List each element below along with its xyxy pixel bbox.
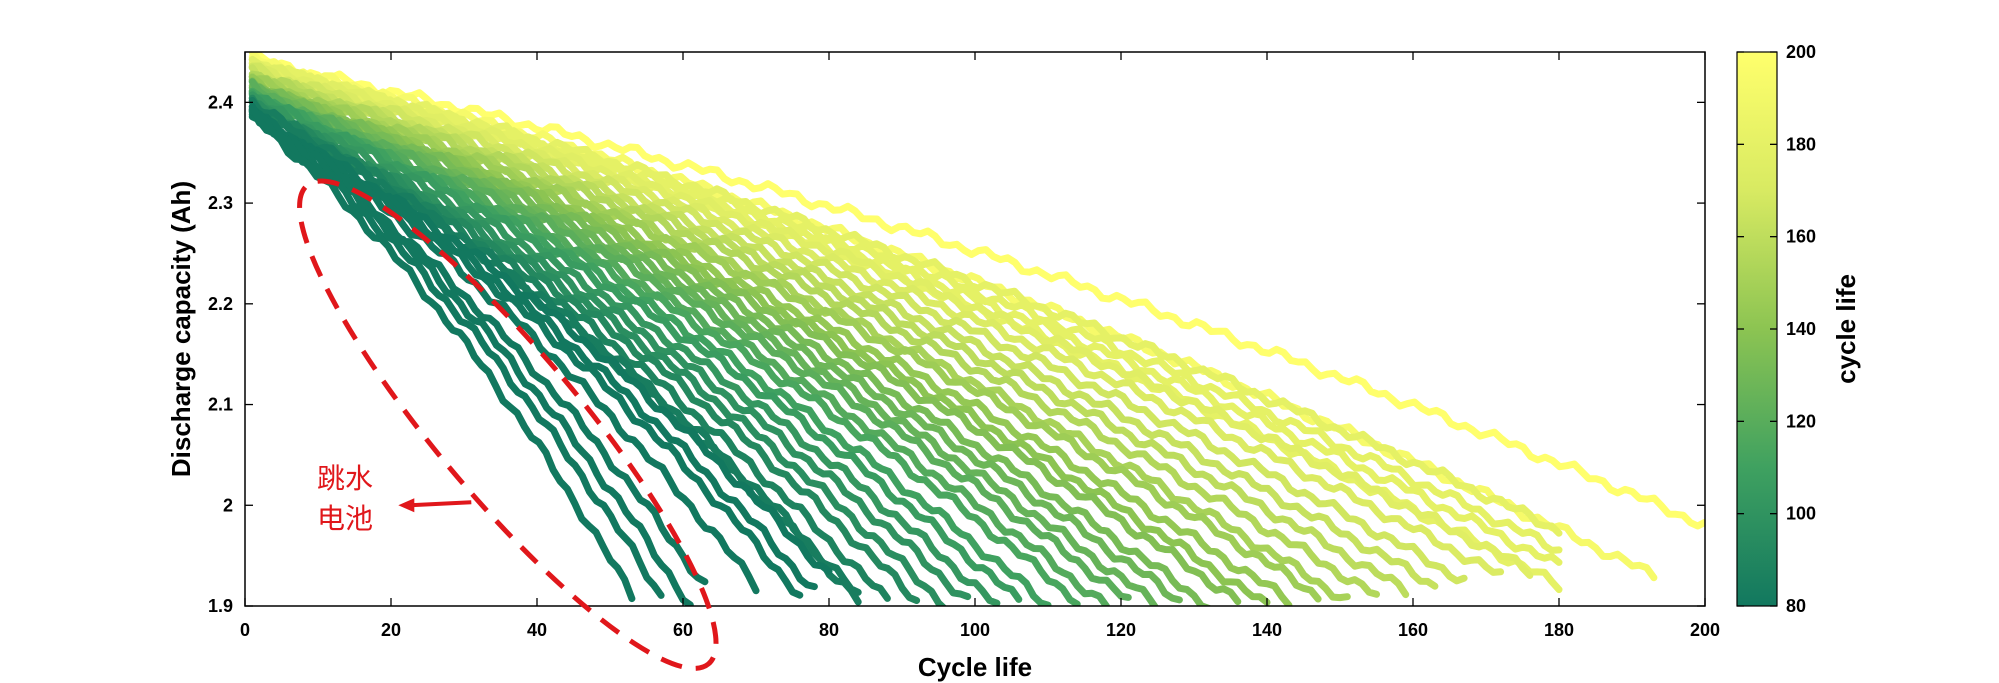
- colorbar-tick-label: 160: [1786, 227, 1816, 247]
- annotation: 跳水 电池: [297, 178, 719, 671]
- y-tick-label: 2.1: [208, 395, 233, 415]
- annotation-arrow-head: [398, 498, 415, 513]
- series-lines: [248, 52, 1705, 606]
- series-line-cell-16: [248, 94, 1023, 603]
- series-line-cell-17: [248, 89, 1052, 606]
- colorbar-tick-label: 80: [1786, 596, 1806, 616]
- y-tick-label: 2.3: [208, 193, 233, 213]
- series-line-cell-08: [248, 111, 833, 575]
- y-tick-label: 2: [223, 495, 233, 515]
- x-tick-label: 100: [960, 620, 990, 640]
- x-tick-label: 60: [673, 620, 693, 640]
- x-axis-ticks: 0 20 40 60 80 100 120 140 160 180 200: [240, 52, 1720, 640]
- y-tick-label: 1.9: [208, 596, 233, 616]
- series-line-cell-03: [248, 103, 636, 603]
- x-tick-label: 20: [381, 620, 401, 640]
- series-line-cell-18: [248, 87, 1081, 606]
- series-line-cell-23: [248, 77, 1212, 606]
- colorbar-ticks: 80 100 120 140 160 180 200: [1737, 42, 1816, 616]
- series-line-cell-34: [248, 55, 1534, 579]
- colorbar-tick-label: 200: [1786, 42, 1816, 62]
- dive-cells-ellipse: [297, 178, 719, 671]
- x-tick-label: 200: [1690, 620, 1720, 640]
- series-line-cell-32: [248, 62, 1468, 585]
- x-tick-label: 80: [819, 620, 839, 640]
- y-tick-label: 2.2: [208, 294, 233, 314]
- series-line-cell-02: [248, 108, 665, 599]
- x-tick-label: 0: [240, 620, 250, 640]
- y-axis-title: Discharge capacity (Ah): [166, 181, 196, 477]
- y-tick-label: 2.4: [208, 92, 233, 112]
- x-tick-label: 40: [527, 620, 547, 640]
- colorbar-tick-label: 100: [1786, 504, 1816, 524]
- series-line-cell-40: [248, 52, 1705, 530]
- series-line-cell-01: [248, 106, 694, 606]
- colorbar-tick-label: 120: [1786, 411, 1816, 431]
- x-tick-label: 160: [1398, 620, 1428, 640]
- annotation-arrow: [410, 500, 472, 508]
- x-tick-label: 180: [1544, 620, 1574, 640]
- series-line-cell-10: [248, 97, 862, 596]
- annotation-label-line1: 跳水: [317, 462, 373, 495]
- colorbar-title: cycle life: [1831, 274, 1861, 384]
- x-tick-label: 140: [1252, 620, 1282, 640]
- y-axis-ticks: 1.9 2 2.1 2.2 2.3 2.4: [208, 92, 1705, 616]
- colorbar: 80 100 120 140 160 180 200 cycle life: [1736, 42, 1861, 616]
- series-line-cell-27: [248, 75, 1322, 603]
- annotation-label-line2: 电池: [317, 502, 373, 535]
- x-axis-title: Cycle life: [918, 652, 1032, 682]
- x-tick-label: 120: [1106, 620, 1136, 640]
- colorbar-tick-label: 180: [1786, 134, 1816, 154]
- colorbar-tick-label: 140: [1786, 319, 1816, 339]
- series-line-cell-29: [248, 70, 1380, 598]
